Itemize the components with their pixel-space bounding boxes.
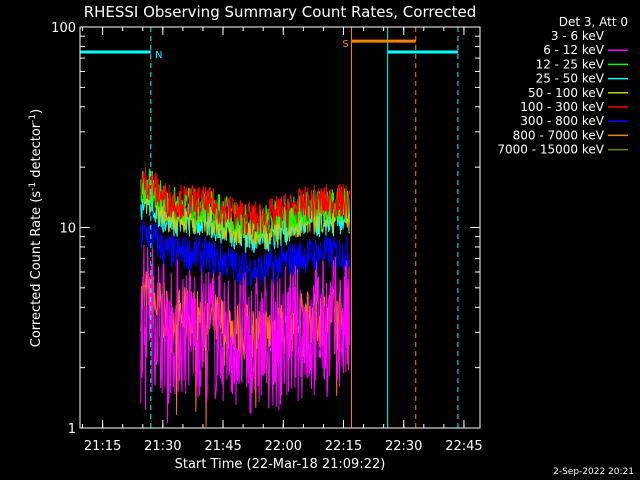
series-line xyxy=(140,167,350,236)
y-tick-label: 10 xyxy=(59,222,76,237)
legend-entry-label: 100 - 300 keV xyxy=(520,100,604,114)
x-tick-label: 22:30 xyxy=(385,439,422,454)
legend-entry-label: 7000 - 15000 keV xyxy=(497,143,604,157)
interval-label: S xyxy=(342,39,348,50)
x-tick-label: 22:00 xyxy=(265,439,302,454)
x-tick-label: 21:15 xyxy=(84,439,121,454)
y-axis-label: Corrected Count Rate (s-1 detector-1) xyxy=(28,109,44,347)
chart-title: RHESSI Observing Summary Count Rates, Co… xyxy=(84,3,477,21)
legend-entry-label: 25 - 50 keV xyxy=(536,72,605,86)
legend-entry-label: 3 - 6 keV xyxy=(551,29,605,43)
x-axis-label: Start Time (22-Mar-18 21:09:22) xyxy=(175,457,386,472)
series-line xyxy=(140,221,350,288)
legend-entry-label: 300 - 800 keV xyxy=(520,114,604,128)
interval-label: N xyxy=(155,50,162,61)
legend-entry-label: 50 - 100 keV xyxy=(528,86,605,100)
y-tick-label: 100 xyxy=(51,21,76,36)
y-tick-label: 1 xyxy=(68,422,76,437)
legend-entry-label: 6 - 12 keV xyxy=(543,43,605,57)
interval-bars: NS xyxy=(79,27,459,428)
x-tick-label: 22:45 xyxy=(445,439,482,454)
footer-date: 2-Sep-2022 20:21 xyxy=(553,467,634,477)
x-tick-label: 21:30 xyxy=(144,439,181,454)
legend-entry-label: 800 - 7000 keV xyxy=(513,128,605,142)
plot-data xyxy=(140,167,350,428)
legend-title: Det 3, Att 0 xyxy=(559,15,628,29)
series-line xyxy=(140,243,350,423)
x-tick-label: 22:15 xyxy=(325,439,362,454)
legend-entry-label: 12 - 25 keV xyxy=(536,57,605,71)
x-tick-label: 21:45 xyxy=(204,439,241,454)
axes: 21:15 21:30 21:45 22:00 22:15 22:30 22:45 1 10 10… xyxy=(51,21,483,454)
